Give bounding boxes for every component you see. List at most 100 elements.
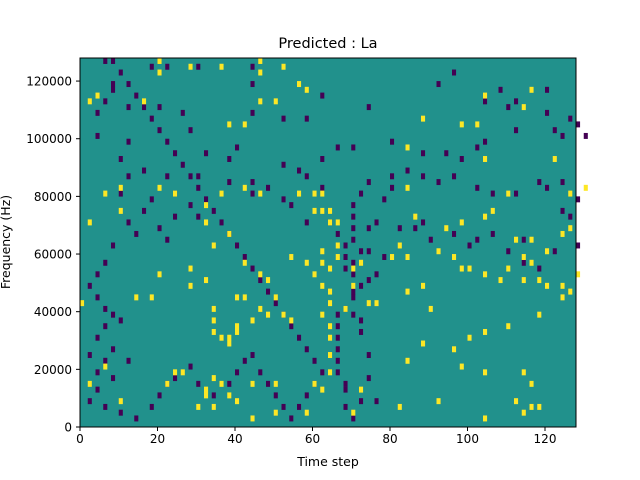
- heatmap-cell-low: [281, 196, 286, 203]
- heatmap-cell-low: [111, 242, 116, 249]
- heatmap-cell-low: [335, 230, 340, 237]
- x-axis: 0 20 40 60 80 100 120: [76, 427, 556, 446]
- heatmap-cell-low: [126, 357, 131, 364]
- heatmap-cell-high: [498, 277, 503, 284]
- heatmap-cell-low: [560, 179, 565, 186]
- heatmap-cell-high: [204, 386, 209, 393]
- heatmap-cell-low: [459, 156, 464, 162]
- heatmap-cell-high: [165, 380, 170, 387]
- heatmap-cell-high: [405, 184, 410, 191]
- heatmap-cell-low: [366, 248, 371, 255]
- heatmap-cell-low: [343, 403, 348, 410]
- heatmap-cell-low: [576, 121, 581, 128]
- heatmap-cell-low: [576, 196, 581, 203]
- heatmap-cell-high: [188, 63, 193, 70]
- heatmap-cell-high: [204, 202, 209, 209]
- y-tick-label: 60000: [34, 248, 72, 262]
- heatmap-cell-low: [545, 86, 550, 93]
- heatmap-cell-low: [436, 179, 441, 186]
- heatmap-cell-high: [335, 219, 340, 226]
- heatmap-cell-high: [514, 398, 519, 405]
- heatmap-cell-low: [359, 190, 364, 197]
- heatmap-cell-high: [328, 352, 333, 359]
- heatmap-cell-low: [95, 109, 100, 116]
- heatmap-cell-low: [304, 173, 309, 180]
- heatmap-cell-high: [118, 398, 123, 405]
- heatmap-cell-low: [196, 213, 201, 220]
- heatmap-cell-high: [413, 213, 418, 220]
- heatmap-cell-high: [459, 121, 464, 128]
- heatmap-cell-high: [157, 271, 162, 278]
- heatmap-cell-high: [351, 282, 356, 289]
- heatmap-cell-low: [180, 161, 185, 168]
- heatmap-cell-high: [281, 63, 286, 70]
- heatmap-cell-low: [250, 265, 255, 272]
- heatmap-background-cells: [80, 58, 576, 427]
- heatmap-cell-high: [506, 265, 511, 272]
- heatmap-cell-low: [273, 300, 278, 307]
- heatmap-cell-low: [118, 317, 123, 324]
- y-tick-label: 40000: [34, 305, 72, 319]
- heatmap-cell-low: [552, 248, 557, 255]
- heatmap-cell-high: [80, 300, 85, 307]
- heatmap-cell-low: [242, 254, 247, 260]
- heatmap-cell-high: [537, 311, 542, 318]
- heatmap-cell-high: [397, 242, 402, 249]
- heatmap-cell-high: [219, 380, 224, 387]
- heatmap-cell-low: [382, 254, 387, 260]
- heatmap-cell-high: [529, 403, 534, 410]
- y-tick-label: 0: [64, 421, 72, 435]
- heatmap-cell-high: [537, 277, 542, 284]
- heatmap-cell-high: [421, 340, 426, 347]
- heatmap-cell-low: [335, 334, 340, 341]
- heatmap-cell-low: [374, 398, 379, 405]
- heatmap-cell-low: [111, 311, 116, 318]
- heatmap-cell-low: [103, 305, 108, 312]
- heatmap-cell-high: [242, 184, 247, 191]
- heatmap-cell-low: [537, 179, 542, 186]
- heatmap-cell-low: [118, 69, 123, 76]
- heatmap-cell-low: [165, 173, 170, 180]
- heatmap-cell-low: [397, 225, 402, 232]
- heatmap-cell-high: [529, 259, 534, 266]
- heatmap-cell-high: [258, 69, 263, 76]
- heatmap-cell-high: [103, 363, 108, 370]
- heatmap-cell-high: [560, 282, 565, 289]
- heatmap-cell-high: [157, 184, 162, 191]
- heatmap-cell-low: [87, 352, 92, 359]
- heatmap-cell-high: [211, 328, 216, 335]
- y-tick-label: 80000: [34, 190, 72, 204]
- heatmap-cell-high: [576, 271, 581, 278]
- heatmap-cell-high: [103, 190, 108, 197]
- heatmap-cell-low: [281, 115, 286, 122]
- heatmap-cell-high: [266, 277, 271, 284]
- heatmap-cell-high: [521, 104, 526, 111]
- heatmap-cell-high: [134, 294, 139, 301]
- heatmap-cell-high: [328, 369, 333, 376]
- heatmap-cell-high: [514, 236, 519, 243]
- heatmap-cell-low: [483, 138, 488, 145]
- heatmap-cell-low: [196, 63, 201, 70]
- heatmap-cell-low: [514, 190, 519, 197]
- heatmap-cell-high: [529, 380, 534, 387]
- heatmap-cell-low: [266, 380, 271, 387]
- heatmap-cell-low: [452, 69, 457, 76]
- heatmap-cell-low: [126, 138, 131, 145]
- heatmap-cell-low: [351, 415, 356, 422]
- heatmap-cell-low: [475, 236, 480, 243]
- heatmap-cell-high: [459, 219, 464, 226]
- heatmap-cell-high: [483, 271, 488, 278]
- heatmap-cell-high: [328, 288, 333, 295]
- heatmap-cell-low: [351, 202, 356, 209]
- heatmap-cell-low: [560, 207, 565, 214]
- heatmap-cell-low: [250, 352, 255, 359]
- heatmap-cell-high: [475, 121, 480, 128]
- heatmap-cell-high: [405, 357, 410, 364]
- heatmap-cell-low: [134, 230, 139, 237]
- heatmap-cell-high: [335, 254, 340, 260]
- heatmap-cell-high: [211, 305, 216, 312]
- heatmap-cell-high: [320, 248, 325, 255]
- heatmap-cell-low: [235, 369, 240, 376]
- heatmap-cell-high: [537, 403, 542, 410]
